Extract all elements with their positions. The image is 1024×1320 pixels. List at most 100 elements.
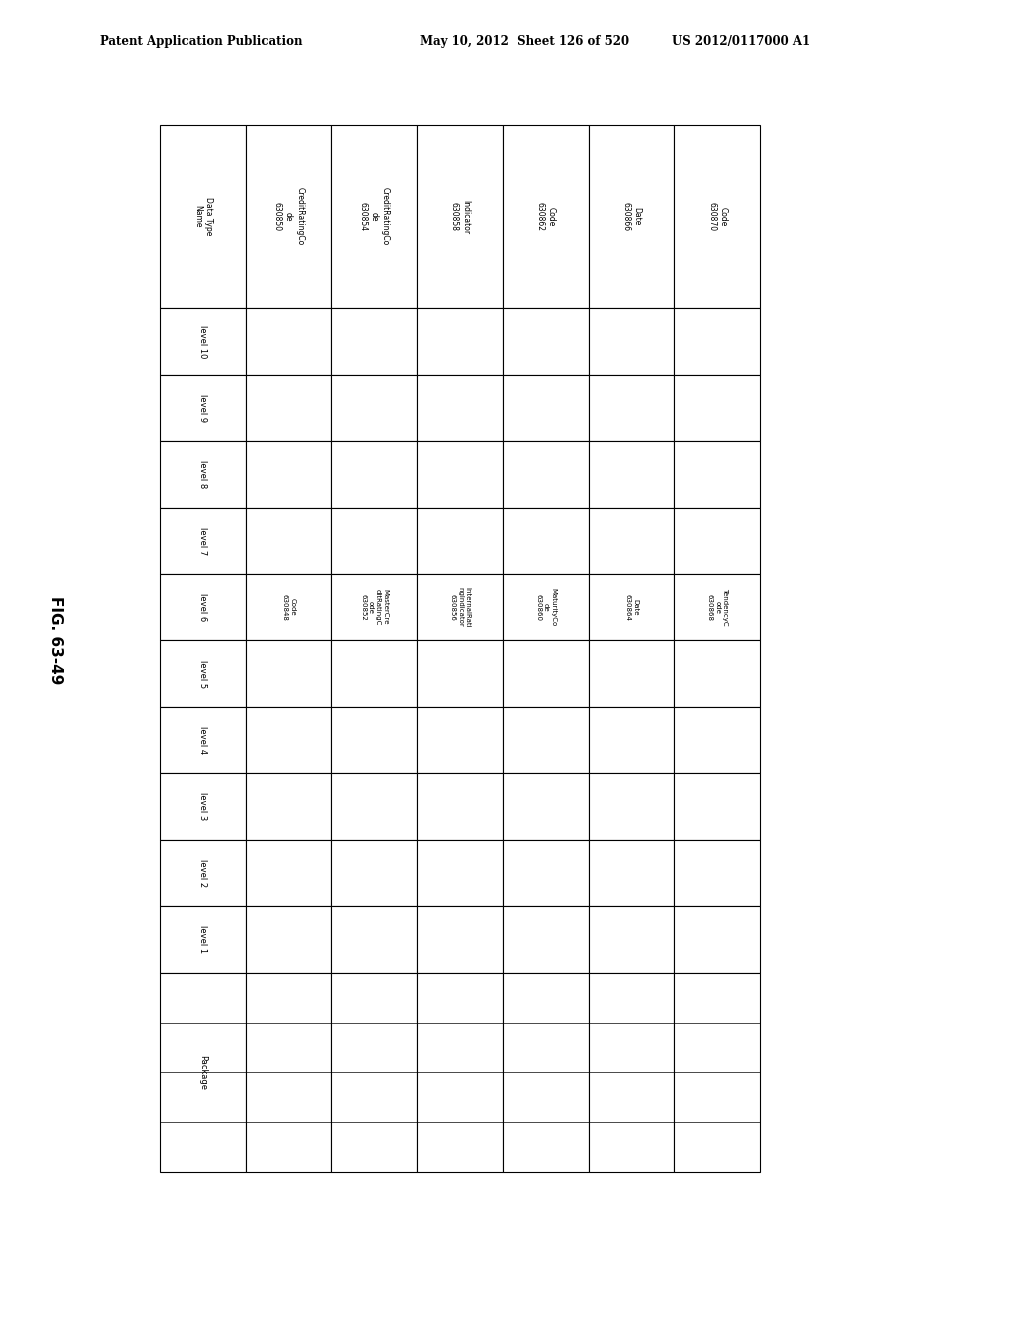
Bar: [246, 375, 332, 441]
Bar: [589, 125, 674, 309]
Bar: [160, 574, 246, 640]
Bar: [503, 708, 589, 774]
Bar: [160, 973, 246, 1172]
Text: MaturityCo
de
630860: MaturityCo de 630860: [536, 589, 556, 627]
Bar: [503, 907, 589, 973]
Bar: [332, 840, 417, 907]
Bar: [417, 840, 503, 907]
Bar: [246, 840, 332, 907]
Text: Date
630866: Date 630866: [622, 202, 641, 231]
Bar: [417, 708, 503, 774]
Bar: [674, 774, 760, 840]
Text: level 3: level 3: [199, 792, 207, 821]
Text: InternalRati
ngIndicator
630856: InternalRati ngIndicator 630856: [450, 587, 470, 627]
Bar: [417, 508, 503, 574]
Bar: [503, 125, 589, 309]
Text: level 5: level 5: [199, 660, 207, 688]
Text: level 7: level 7: [199, 527, 207, 554]
Bar: [674, 640, 760, 708]
Bar: [674, 375, 760, 441]
Bar: [160, 907, 246, 973]
Text: Code
630870: Code 630870: [708, 202, 727, 231]
Bar: [674, 441, 760, 508]
Bar: [332, 508, 417, 574]
Text: Package: Package: [199, 1055, 207, 1090]
Text: Indicator
630858: Indicator 630858: [450, 199, 470, 234]
Bar: [589, 840, 674, 907]
Bar: [332, 640, 417, 708]
Bar: [503, 309, 589, 375]
Bar: [246, 774, 332, 840]
Bar: [674, 973, 760, 1172]
Text: level 1: level 1: [199, 925, 207, 953]
Text: level 2: level 2: [199, 859, 207, 887]
Bar: [589, 973, 674, 1172]
Bar: [332, 375, 417, 441]
Text: MasterCre
ditRatingC
ode
630852: MasterCre ditRatingC ode 630852: [360, 589, 388, 626]
Bar: [246, 508, 332, 574]
Text: Patent Application Publication: Patent Application Publication: [100, 36, 302, 49]
Bar: [417, 774, 503, 840]
Bar: [417, 441, 503, 508]
Text: May 10, 2012  Sheet 126 of 520: May 10, 2012 Sheet 126 of 520: [420, 36, 629, 49]
Text: Code
630848: Code 630848: [282, 594, 295, 620]
Bar: [674, 508, 760, 574]
Bar: [503, 840, 589, 907]
Bar: [589, 774, 674, 840]
Bar: [160, 840, 246, 907]
Text: TendencyC
ode
630868: TendencyC ode 630868: [707, 589, 728, 626]
Bar: [589, 708, 674, 774]
Bar: [503, 508, 589, 574]
Bar: [417, 574, 503, 640]
Bar: [503, 973, 589, 1172]
Bar: [417, 309, 503, 375]
Bar: [503, 574, 589, 640]
Bar: [589, 441, 674, 508]
Bar: [332, 309, 417, 375]
Bar: [417, 375, 503, 441]
Bar: [674, 309, 760, 375]
Bar: [674, 907, 760, 973]
Bar: [674, 574, 760, 640]
Bar: [332, 907, 417, 973]
Bar: [246, 125, 332, 309]
Bar: [332, 708, 417, 774]
Text: level 8: level 8: [199, 461, 207, 488]
Bar: [589, 375, 674, 441]
Bar: [246, 973, 332, 1172]
Bar: [246, 574, 332, 640]
Bar: [160, 640, 246, 708]
Text: Code
630862: Code 630862: [536, 202, 556, 231]
Bar: [160, 125, 246, 309]
Bar: [160, 774, 246, 840]
Text: US 2012/0117000 A1: US 2012/0117000 A1: [672, 36, 810, 49]
Bar: [589, 309, 674, 375]
Bar: [417, 907, 503, 973]
Text: Date
630864: Date 630864: [625, 594, 638, 620]
Bar: [674, 840, 760, 907]
Text: level 9: level 9: [199, 393, 207, 422]
Bar: [417, 125, 503, 309]
Bar: [417, 973, 503, 1172]
Text: FIG. 63-49: FIG. 63-49: [47, 595, 62, 684]
Bar: [332, 574, 417, 640]
Bar: [246, 708, 332, 774]
Bar: [503, 441, 589, 508]
Bar: [160, 441, 246, 508]
Bar: [674, 708, 760, 774]
Bar: [503, 640, 589, 708]
Bar: [332, 125, 417, 309]
Bar: [589, 907, 674, 973]
Bar: [246, 309, 332, 375]
Bar: [332, 973, 417, 1172]
Bar: [589, 640, 674, 708]
Bar: [417, 640, 503, 708]
Text: CreditRatingCo
de
630850: CreditRatingCo de 630850: [273, 187, 304, 246]
Bar: [246, 640, 332, 708]
Bar: [246, 441, 332, 508]
Bar: [589, 508, 674, 574]
Bar: [246, 907, 332, 973]
Text: level 4: level 4: [199, 726, 207, 754]
Text: Data Type
Name: Data Type Name: [193, 198, 213, 236]
Bar: [589, 574, 674, 640]
